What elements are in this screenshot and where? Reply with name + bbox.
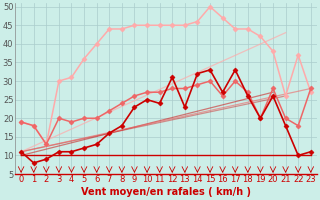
X-axis label: Vent moyen/en rafales ( km/h ): Vent moyen/en rafales ( km/h ) [81,187,251,197]
